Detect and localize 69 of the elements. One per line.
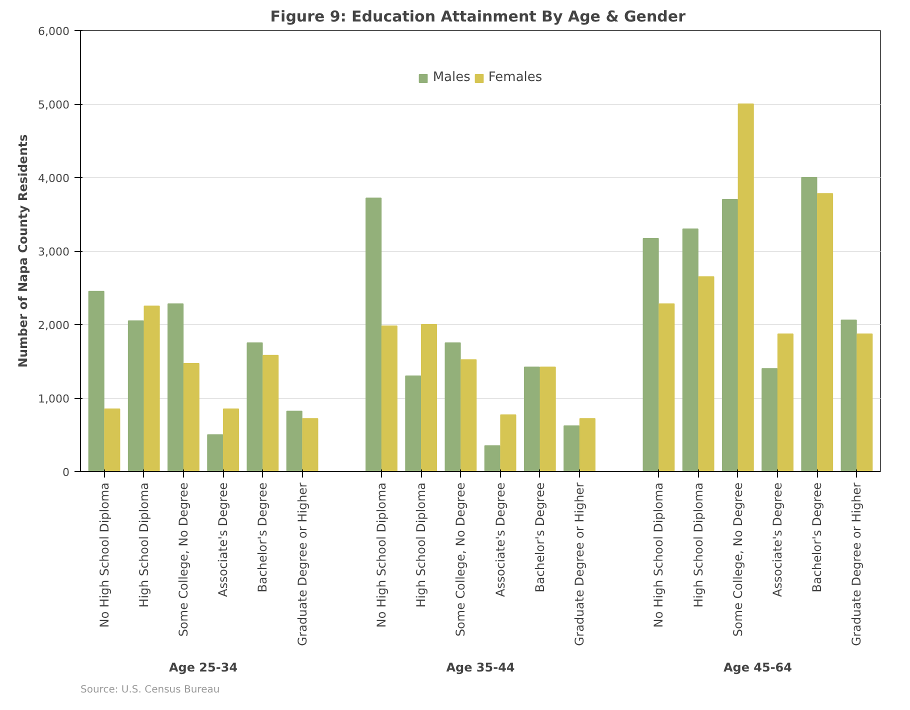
bar bbox=[168, 303, 184, 472]
bar bbox=[302, 418, 318, 472]
y-tick-label: 3,000 bbox=[38, 246, 70, 258]
bar bbox=[762, 368, 778, 472]
y-axis-title: Number of Napa County Residents bbox=[16, 134, 30, 368]
bar bbox=[658, 303, 675, 472]
bar bbox=[444, 342, 461, 472]
legend-label: Females bbox=[488, 70, 542, 85]
bar bbox=[286, 410, 302, 472]
bar bbox=[460, 359, 477, 472]
x-tick-label: Graduate Degree or Higher bbox=[295, 482, 310, 646]
bar bbox=[564, 425, 580, 472]
x-tick-label: Graduate Degree or Higher bbox=[850, 482, 864, 646]
x-tick-label: No High School Diploma bbox=[652, 482, 666, 628]
bar bbox=[183, 362, 200, 472]
y-tick-label: 6,000 bbox=[38, 25, 70, 38]
bar bbox=[366, 198, 382, 472]
x-tick-label: Bachelor's Degree bbox=[532, 482, 547, 592]
legend-label: Males bbox=[432, 70, 470, 85]
y-tick-label: 1,000 bbox=[38, 392, 70, 406]
bar bbox=[738, 104, 754, 472]
y-tick-label: 5,000 bbox=[38, 98, 70, 112]
text: Age 25-34 bbox=[168, 660, 238, 674]
bar bbox=[500, 414, 516, 472]
y-tick-label: 4,000 bbox=[38, 172, 70, 185]
bar bbox=[579, 418, 596, 472]
bar bbox=[262, 354, 279, 472]
bar bbox=[856, 334, 873, 472]
bar bbox=[777, 334, 794, 472]
text: Age 45-64 bbox=[723, 660, 792, 674]
bar bbox=[801, 177, 818, 472]
y-tick-label: 2,000 bbox=[38, 319, 70, 332]
x-tick-label: No High School Diploma bbox=[374, 482, 388, 628]
bar bbox=[698, 276, 714, 472]
bar bbox=[642, 238, 659, 472]
bar bbox=[540, 366, 556, 472]
bar bbox=[840, 320, 857, 472]
bar bbox=[420, 324, 438, 472]
text: Age 35-44 bbox=[446, 660, 515, 674]
bar bbox=[405, 375, 422, 472]
x-tick-label: Some College, No Degree bbox=[454, 482, 468, 637]
bar bbox=[222, 408, 240, 472]
x-tick-label: Bachelor's Degree bbox=[256, 482, 270, 592]
bar bbox=[246, 342, 263, 472]
x-tick-label: Some College, No Degree bbox=[176, 482, 190, 637]
x-tick-label: Associate's Degree bbox=[493, 482, 508, 597]
x-tick-label: High School Diploma bbox=[136, 482, 151, 608]
bar bbox=[207, 434, 224, 472]
x-tick-label: Some College, No Degree bbox=[730, 482, 745, 637]
chart-title: Figure 9: Education Attainment By Age & Gender bbox=[270, 8, 686, 26]
bar bbox=[484, 445, 500, 472]
bar bbox=[144, 306, 160, 472]
bar bbox=[104, 408, 120, 472]
x-tick-label: Associate's Degree bbox=[216, 482, 230, 597]
bar bbox=[88, 290, 104, 472]
x-tick-label: No High School Diploma bbox=[97, 482, 112, 628]
bar bbox=[128, 320, 144, 472]
x-tick-label: High School Diploma bbox=[414, 482, 428, 608]
x-tick-label: Associate's Degree bbox=[770, 482, 785, 597]
y-tick-label: 0 bbox=[62, 466, 70, 479]
source-note: Source: U.S. Census Bureau bbox=[80, 684, 220, 696]
x-tick-label: Graduate Degree or Higher bbox=[572, 482, 587, 646]
bar bbox=[817, 193, 834, 472]
bar bbox=[381, 325, 398, 472]
bar bbox=[524, 366, 540, 472]
x-tick-label: Bachelor's Degree bbox=[810, 482, 824, 592]
bar bbox=[722, 199, 738, 472]
x-tick-label: High School Diploma bbox=[691, 482, 706, 608]
bar bbox=[682, 228, 698, 472]
